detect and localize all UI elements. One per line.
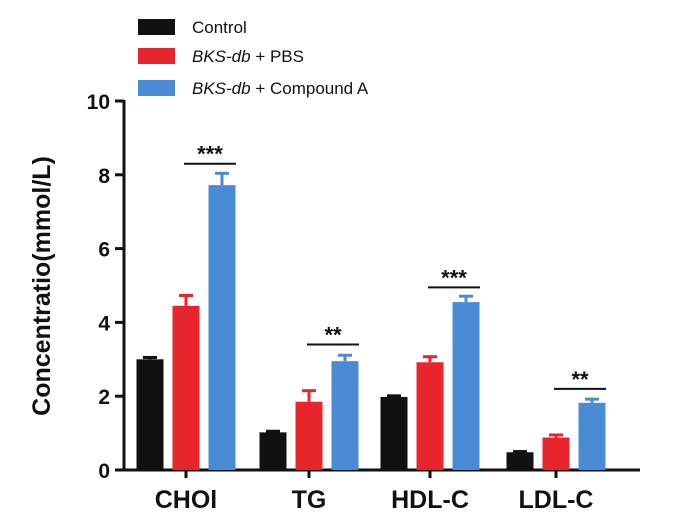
- legend-swatch: [138, 19, 175, 35]
- bar: [172, 305, 200, 470]
- legend-label: BKS-db + PBS: [192, 47, 304, 66]
- legend-label: Control: [192, 18, 247, 37]
- y-tick-label: 2: [98, 386, 110, 409]
- bar: [578, 402, 606, 470]
- x-tick-label: HDL-C: [391, 486, 469, 514]
- y-tick-label: 4: [98, 312, 110, 335]
- bar: [208, 185, 236, 470]
- bar: [452, 302, 480, 470]
- x-tick-label: LDL-C: [519, 486, 594, 514]
- bar: [380, 396, 408, 470]
- bar: [136, 359, 164, 470]
- significance-label: ***: [441, 265, 467, 290]
- significance-label: ***: [197, 142, 223, 167]
- bar: [416, 362, 444, 470]
- x-tick-label: CHOl: [155, 486, 218, 514]
- bar: [295, 401, 323, 470]
- bar: [331, 361, 359, 470]
- significance-markers: **********: [184, 142, 606, 392]
- y-tick-label: 6: [98, 239, 110, 262]
- significance-label: **: [324, 323, 342, 348]
- y-tick-label: 0: [98, 460, 110, 483]
- bar: [259, 432, 287, 470]
- bar: [542, 437, 570, 470]
- legend-swatch: [138, 80, 175, 96]
- legend-label: BKS-db + Compound A: [192, 79, 369, 98]
- y-tick-label: 8: [98, 165, 110, 188]
- y-tick-label: 10: [87, 91, 110, 114]
- y-axis-label: Concentratio(mmol/L): [28, 156, 56, 416]
- x-tick-label: TG: [292, 486, 327, 514]
- bars: [136, 171, 606, 470]
- axes: 0 2 4 6 8 10 Concentratio(mmol/L) CHOl TG HDL-C LD…: [28, 91, 640, 514]
- significance-label: **: [571, 367, 589, 392]
- legend-swatch: [138, 48, 175, 64]
- legend: Control BKS-db + PBS BKS-db + Compound A: [138, 18, 369, 98]
- bar: [506, 452, 534, 470]
